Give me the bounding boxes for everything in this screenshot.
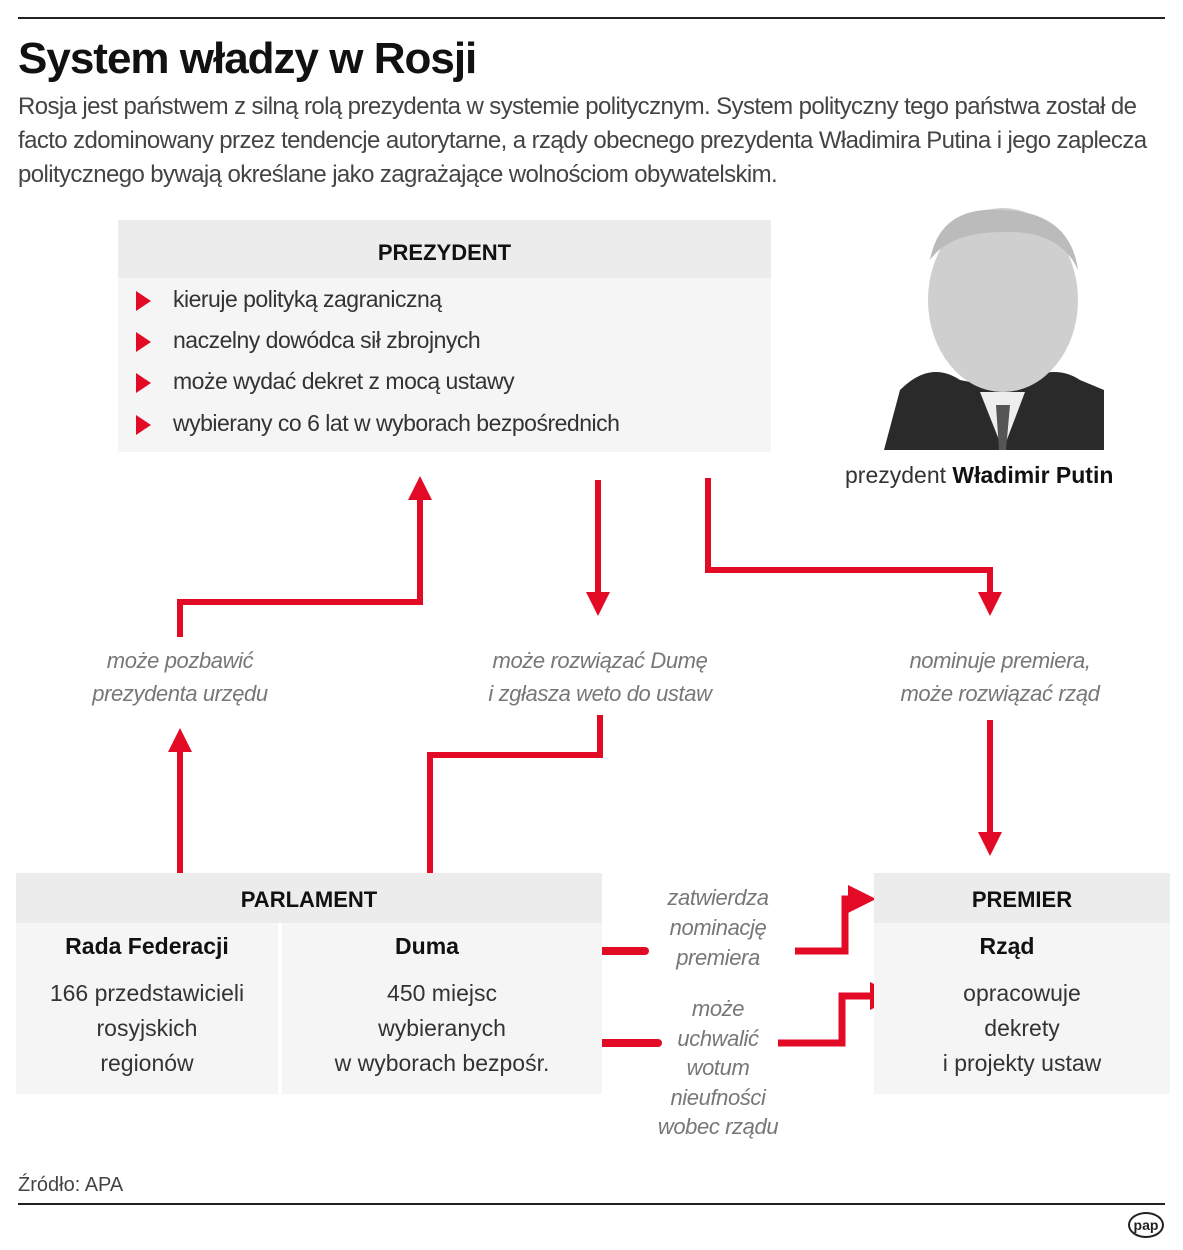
parliament-box: PARLAMENT Rada Federacji 166 przedstawic… (16, 873, 602, 1094)
item-text: wybierany co 6 lat w wyborach bezpośredn… (173, 410, 620, 436)
item-text: może wydać dekret z mocą ustawy (173, 368, 515, 394)
lead-text: Rosja jest państwem z silną rolą prezyde… (18, 93, 1147, 188)
caption-prefix: prezydent (845, 462, 947, 488)
rada-line: 166 przedstawicieli (49, 980, 245, 1006)
label-nominate: nominuje premiera, może rozwiązać rząd (900, 648, 1100, 706)
bottom-rule (18, 1203, 1165, 1205)
president-item: wybierany co 6 lat w wyborach bezpośredn… (136, 410, 620, 437)
rzad: Rząd opracowuje dekrety i projekty ustaw (874, 923, 1170, 1094)
top-rule (18, 17, 1165, 19)
rzad-name: Rząd (979, 933, 1035, 959)
president-item: naczelny dowódca sił zbrojnych (136, 327, 481, 354)
rzad-line: i projekty ustaw (942, 1050, 1102, 1076)
arrow-president-to-nominate (705, 478, 1002, 616)
president-item: kieruje polityką zagraniczną (136, 286, 442, 313)
rada-line: regionów (100, 1050, 194, 1076)
duma-line: w wyborach bezpośr. (334, 1050, 550, 1076)
rada-name: Rada Federacji (65, 933, 229, 959)
duma: Duma 450 miejsc wybieranych w wyborach b… (282, 923, 602, 1094)
portrait-image (884, 208, 1104, 450)
president-box: PREZYDENT kieruje polityką zagraniczną n… (118, 220, 771, 452)
duma-line: 450 miejsc (387, 980, 497, 1006)
rada-line: rosyjskich (96, 1015, 198, 1041)
rada-federacji: Rada Federacji 166 przedstawicieli rosyj… (16, 923, 278, 1094)
label-noconfidence: może uchwalić wotum nieufności wobec rządu (657, 996, 779, 1139)
duma-name: Duma (395, 933, 459, 959)
president-item: może wydać dekret z mocą ustawy (136, 368, 515, 395)
bullet-triangle-icon (136, 331, 151, 352)
arrow-impeach-to-president (177, 476, 432, 637)
rzad-line: dekrety (984, 1015, 1060, 1041)
rzad-line: opracowuje (963, 980, 1081, 1006)
bullet-triangle-icon (136, 290, 151, 311)
label-approve: zatwierdza nominację premiera (667, 885, 769, 970)
duma-line: wybieranych (378, 1015, 506, 1041)
source-note: Źródło: APA (18, 1174, 124, 1196)
item-text: naczelny dowódca sił zbrojnych (173, 327, 481, 353)
column-divider (278, 923, 282, 1094)
pap-logo: pap (1128, 1212, 1164, 1238)
label-impeach: może pozbawić prezydenta urzędu (92, 648, 268, 706)
bullet-triangle-icon (136, 414, 151, 435)
label-dissolve: może rozwiązać Dumę i zgłasza weto do ust… (488, 648, 712, 706)
item-text: kieruje polityką zagraniczną (173, 286, 442, 312)
photo-caption: prezydent Władimir Putin (845, 462, 1113, 489)
premier-box: PREMIER Rząd opracowuje dekrety i projek… (874, 873, 1170, 1094)
president-heading: PREZYDENT (118, 220, 771, 278)
bullet-triangle-icon (136, 372, 151, 393)
page-title: System władzy w Rosji (18, 34, 477, 83)
parliament-heading: PARLAMENT (16, 873, 602, 923)
premier-heading: PREMIER (874, 873, 1170, 923)
caption-name: Władimir Putin (952, 462, 1114, 488)
